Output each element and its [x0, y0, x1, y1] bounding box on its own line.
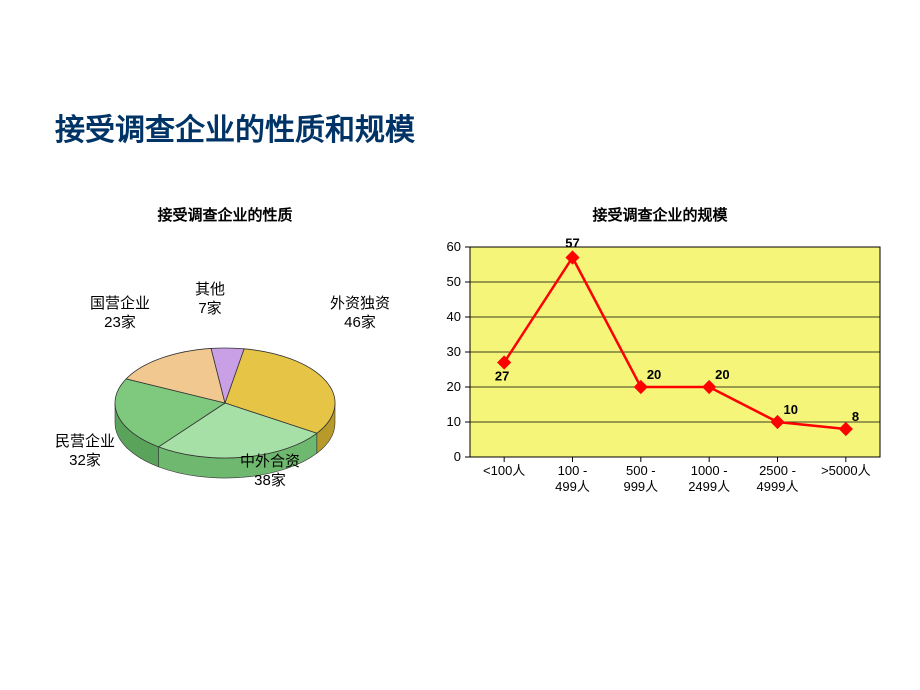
- y-tick-label: 30: [447, 344, 461, 359]
- x-tick-label: 999人: [623, 479, 658, 494]
- pie-slice-label: 外资独资46家: [330, 295, 390, 333]
- value-label: 8: [852, 409, 859, 424]
- y-tick-label: 40: [447, 309, 461, 324]
- y-tick-label: 20: [447, 379, 461, 394]
- y-tick-label: 60: [447, 239, 461, 254]
- x-tick-label: 2500 -: [759, 463, 796, 478]
- x-tick-label: 100 -: [558, 463, 588, 478]
- x-tick-label: <100人: [483, 463, 525, 478]
- x-tick-label: 4999人: [757, 479, 799, 494]
- y-tick-label: 0: [454, 449, 461, 464]
- x-tick-label: 499人: [555, 479, 590, 494]
- pie-slice-label: 中外合资38家: [240, 453, 300, 491]
- y-tick-label: 50: [447, 274, 461, 289]
- line-chart-title: 接受调查企业的规模: [420, 204, 900, 225]
- value-label: 10: [784, 402, 798, 417]
- pie-slice-label: 民营企业32家: [55, 433, 115, 471]
- pie-slice-label: 国营企业23家: [90, 295, 150, 333]
- x-tick-label: 2499人: [688, 479, 730, 494]
- x-tick-label: 500 -: [626, 463, 656, 478]
- value-label: 27: [495, 369, 509, 384]
- x-tick-label: >5000人: [821, 463, 871, 478]
- charts-row: 接受调查企业的性质 外资独资46家中外合资38家 民营企业32家 国营企业23家 其他…: [30, 200, 900, 517]
- value-label: 20: [647, 367, 661, 382]
- page-title: 接受调查企业的性质和规模: [55, 105, 415, 149]
- value-label: 57: [565, 237, 579, 251]
- pie-slice-label: 其他7家: [195, 281, 225, 319]
- value-label: 20: [715, 367, 729, 382]
- y-tick-label: 10: [447, 414, 461, 429]
- line-chart: 0 10 20 30 40 50 60 <100人 100 -499人 500 -999人 1000…: [420, 237, 900, 517]
- line-chart-panel: 接受调查企业的规模 0 10 20 30 40 50 60 <100人 100 -499人 500…: [420, 200, 900, 517]
- x-tick-label: 1000 -: [691, 463, 728, 478]
- pie-chart-title: 接受调查企业的性质: [30, 204, 420, 225]
- pie-chart-panel: 接受调查企业的性质 外资独资46家中外合资38家 民营企业32家 国营企业23家 其他…: [30, 200, 420, 517]
